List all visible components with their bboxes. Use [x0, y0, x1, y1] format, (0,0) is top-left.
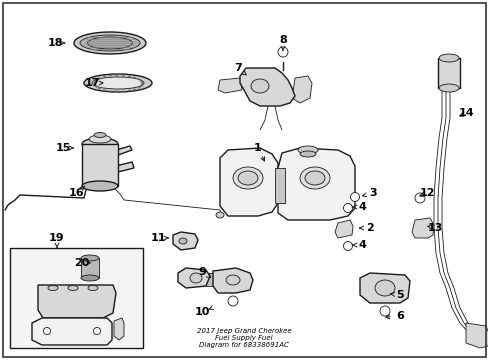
Text: 18: 18 — [47, 38, 62, 48]
Polygon shape — [240, 68, 294, 106]
Ellipse shape — [190, 273, 202, 283]
Ellipse shape — [278, 47, 287, 57]
Ellipse shape — [92, 77, 143, 89]
Text: 8: 8 — [279, 35, 286, 45]
Bar — [82, 144, 118, 186]
Bar — [10, 248, 142, 348]
Text: 5: 5 — [395, 290, 403, 300]
Ellipse shape — [343, 242, 352, 251]
Polygon shape — [173, 232, 198, 250]
Ellipse shape — [82, 138, 118, 150]
Ellipse shape — [232, 167, 263, 189]
Polygon shape — [274, 168, 285, 203]
Text: 14: 14 — [458, 108, 474, 118]
Ellipse shape — [68, 285, 78, 291]
Text: 3: 3 — [368, 188, 376, 198]
Text: 4: 4 — [357, 202, 365, 212]
Polygon shape — [411, 218, 433, 238]
Ellipse shape — [297, 146, 317, 154]
Polygon shape — [465, 323, 488, 348]
Ellipse shape — [438, 84, 458, 92]
Polygon shape — [178, 268, 209, 288]
Ellipse shape — [74, 32, 146, 54]
Text: 20: 20 — [74, 258, 89, 268]
Text: 13: 13 — [427, 223, 442, 233]
Polygon shape — [218, 78, 242, 93]
Ellipse shape — [81, 275, 99, 281]
Polygon shape — [213, 268, 252, 293]
Polygon shape — [114, 318, 124, 340]
Bar — [437, 58, 459, 88]
Ellipse shape — [94, 132, 106, 138]
Text: 17: 17 — [84, 78, 100, 88]
Polygon shape — [291, 76, 311, 103]
Text: 11: 11 — [150, 233, 165, 243]
Ellipse shape — [299, 151, 315, 157]
Ellipse shape — [343, 203, 352, 212]
Ellipse shape — [48, 285, 58, 291]
Polygon shape — [116, 162, 134, 172]
Ellipse shape — [87, 37, 132, 49]
Ellipse shape — [216, 212, 224, 218]
Ellipse shape — [414, 193, 424, 203]
Ellipse shape — [299, 167, 329, 189]
Ellipse shape — [438, 54, 458, 62]
Polygon shape — [32, 318, 112, 345]
Ellipse shape — [238, 171, 258, 185]
Text: 15: 15 — [55, 143, 71, 153]
Ellipse shape — [81, 255, 99, 261]
Ellipse shape — [89, 135, 111, 143]
Polygon shape — [205, 273, 214, 286]
Ellipse shape — [250, 79, 268, 93]
Ellipse shape — [305, 171, 325, 185]
Polygon shape — [116, 146, 132, 155]
Polygon shape — [220, 148, 278, 216]
Ellipse shape — [350, 193, 359, 202]
Ellipse shape — [374, 280, 394, 296]
Ellipse shape — [82, 181, 118, 191]
Polygon shape — [359, 273, 409, 303]
Text: 9: 9 — [198, 267, 205, 277]
Ellipse shape — [93, 328, 101, 334]
Ellipse shape — [225, 275, 240, 285]
Polygon shape — [334, 220, 352, 238]
Ellipse shape — [227, 296, 238, 306]
Text: 7: 7 — [234, 63, 242, 73]
Text: 12: 12 — [418, 188, 434, 198]
Ellipse shape — [80, 35, 140, 51]
Text: 4: 4 — [357, 240, 365, 250]
Text: 2017 Jeep Grand Cherokee
Fuel Supply Fuel
Diagram for 68338691AC: 2017 Jeep Grand Cherokee Fuel Supply Fue… — [196, 328, 291, 348]
Polygon shape — [278, 148, 354, 220]
Bar — [81, 258, 99, 278]
Text: 1: 1 — [254, 143, 262, 153]
Text: 6: 6 — [395, 311, 403, 321]
Ellipse shape — [43, 328, 50, 334]
Text: 19: 19 — [49, 233, 65, 243]
Ellipse shape — [179, 238, 186, 244]
Ellipse shape — [88, 285, 98, 291]
Ellipse shape — [84, 74, 152, 92]
Ellipse shape — [379, 306, 389, 316]
Text: 2: 2 — [366, 223, 373, 233]
Text: 16: 16 — [69, 188, 84, 198]
Text: 10: 10 — [194, 307, 209, 317]
Polygon shape — [38, 285, 116, 318]
